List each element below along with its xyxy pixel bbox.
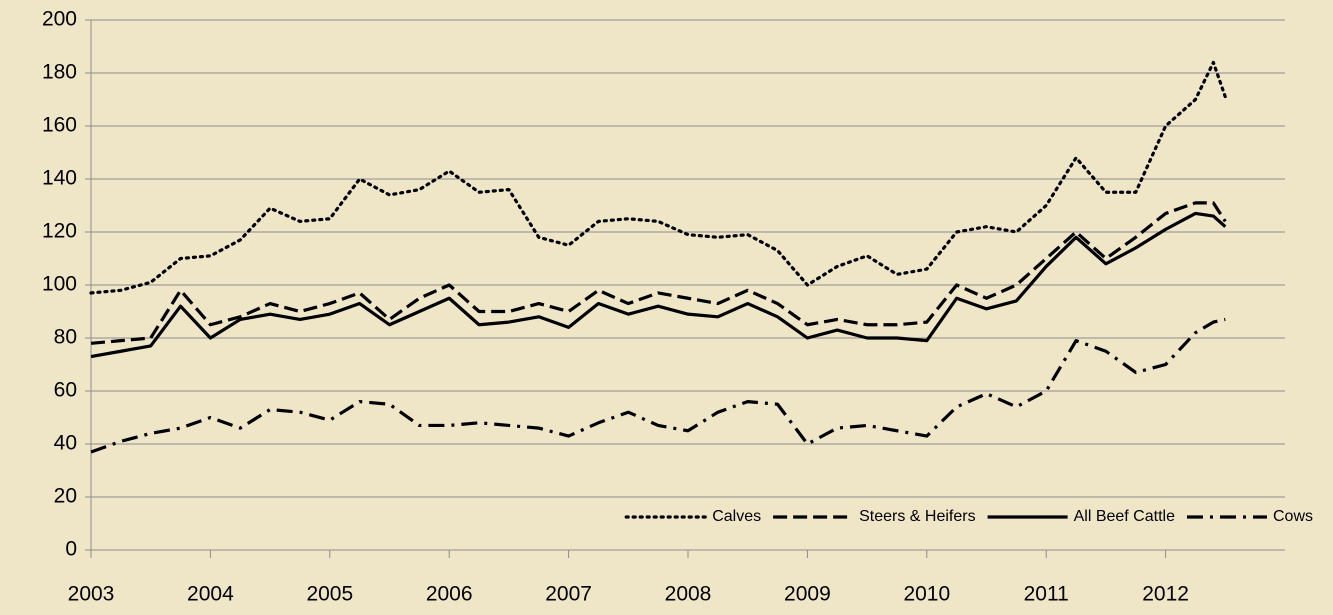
y-tick-label: 60 [54, 379, 77, 402]
x-tick-label: 2003 [68, 583, 115, 606]
y-tick-label: 80 [54, 326, 77, 349]
x-tick-label: 2012 [1142, 583, 1189, 606]
y-tick-label: 120 [42, 220, 77, 243]
series-line [89, 60, 1227, 295]
y-tick-label: 160 [42, 114, 77, 137]
x-tick-label: 2008 [665, 583, 712, 606]
y-tick-label: 100 [42, 273, 77, 296]
legend-label: Steers & Heifers [859, 508, 975, 525]
legend-label: Calves [712, 508, 761, 525]
x-tick-label: 2005 [306, 583, 353, 606]
series-line [90, 211, 1227, 359]
y-tick-label: 140 [42, 167, 77, 190]
x-tick-label: 2010 [903, 583, 950, 606]
x-tick-label: 2004 [187, 583, 234, 606]
y-tick-label: 40 [54, 432, 77, 455]
y-tick-label: 200 [42, 8, 77, 31]
legend-label: All Beef Cattle [1074, 508, 1175, 525]
series-line [90, 201, 1227, 345]
x-tick-label: 2009 [784, 583, 831, 606]
y-tick-label: 180 [42, 61, 77, 84]
y-tick-label: 0 [65, 538, 77, 561]
x-tick-label: 2011 [1024, 583, 1069, 606]
y-tick-label: 20 [54, 485, 77, 508]
series-line [90, 317, 1226, 454]
x-tick-label: 2007 [545, 583, 592, 606]
legend-label: Cows [1273, 508, 1313, 525]
x-tick-label: 2006 [426, 583, 473, 606]
